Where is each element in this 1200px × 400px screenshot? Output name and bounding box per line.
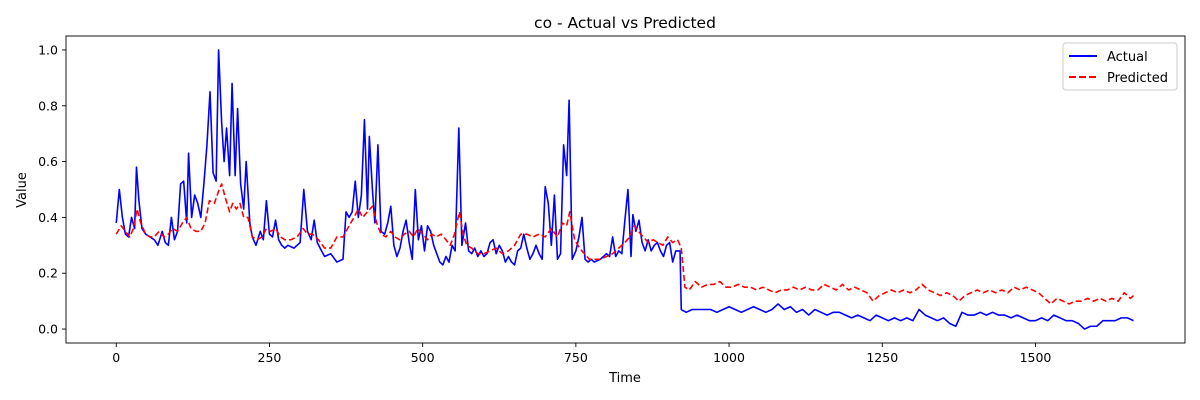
legend-label-actual: Actual [1107,50,1148,65]
y-axis-label: Value [15,172,30,208]
y-tick-label: 0.6 [38,154,58,169]
x-tick-label: 750 [564,350,588,365]
axes-layer: 0 250 500 750 1000 1250 1500 0.0 0.2 0.4 0.6 0.8 1.0 [38,35,1186,365]
chart-title: co - Actual vs Predicted [534,14,716,32]
y-tick-label: 0.0 [38,322,58,337]
x-tick-label: 250 [258,350,282,365]
legend: Actual Predicted [1062,42,1178,91]
y-tick-label: 0.2 [38,266,58,281]
series-layer [115,49,1135,330]
y-tick-label: 0.4 [38,210,58,225]
x-tick-label: 1250 [866,350,898,365]
plot-area [115,49,1135,330]
x-tick-label: 500 [411,350,435,365]
y-tick-label: 1.0 [38,42,58,57]
x-tick-label: 1000 [713,350,745,365]
legend-box [1062,42,1178,91]
x-tick-label: 0 [112,350,120,365]
y-tick-label: 0.8 [38,98,58,113]
series-line-actual [115,49,1134,330]
x-axis-label: Time [608,371,641,386]
x-tick-label: 1500 [1020,350,1052,365]
legend-label-predicted: Predicted [1107,71,1168,86]
series-line-predicted [115,183,1135,305]
plot-frame [65,35,1186,344]
